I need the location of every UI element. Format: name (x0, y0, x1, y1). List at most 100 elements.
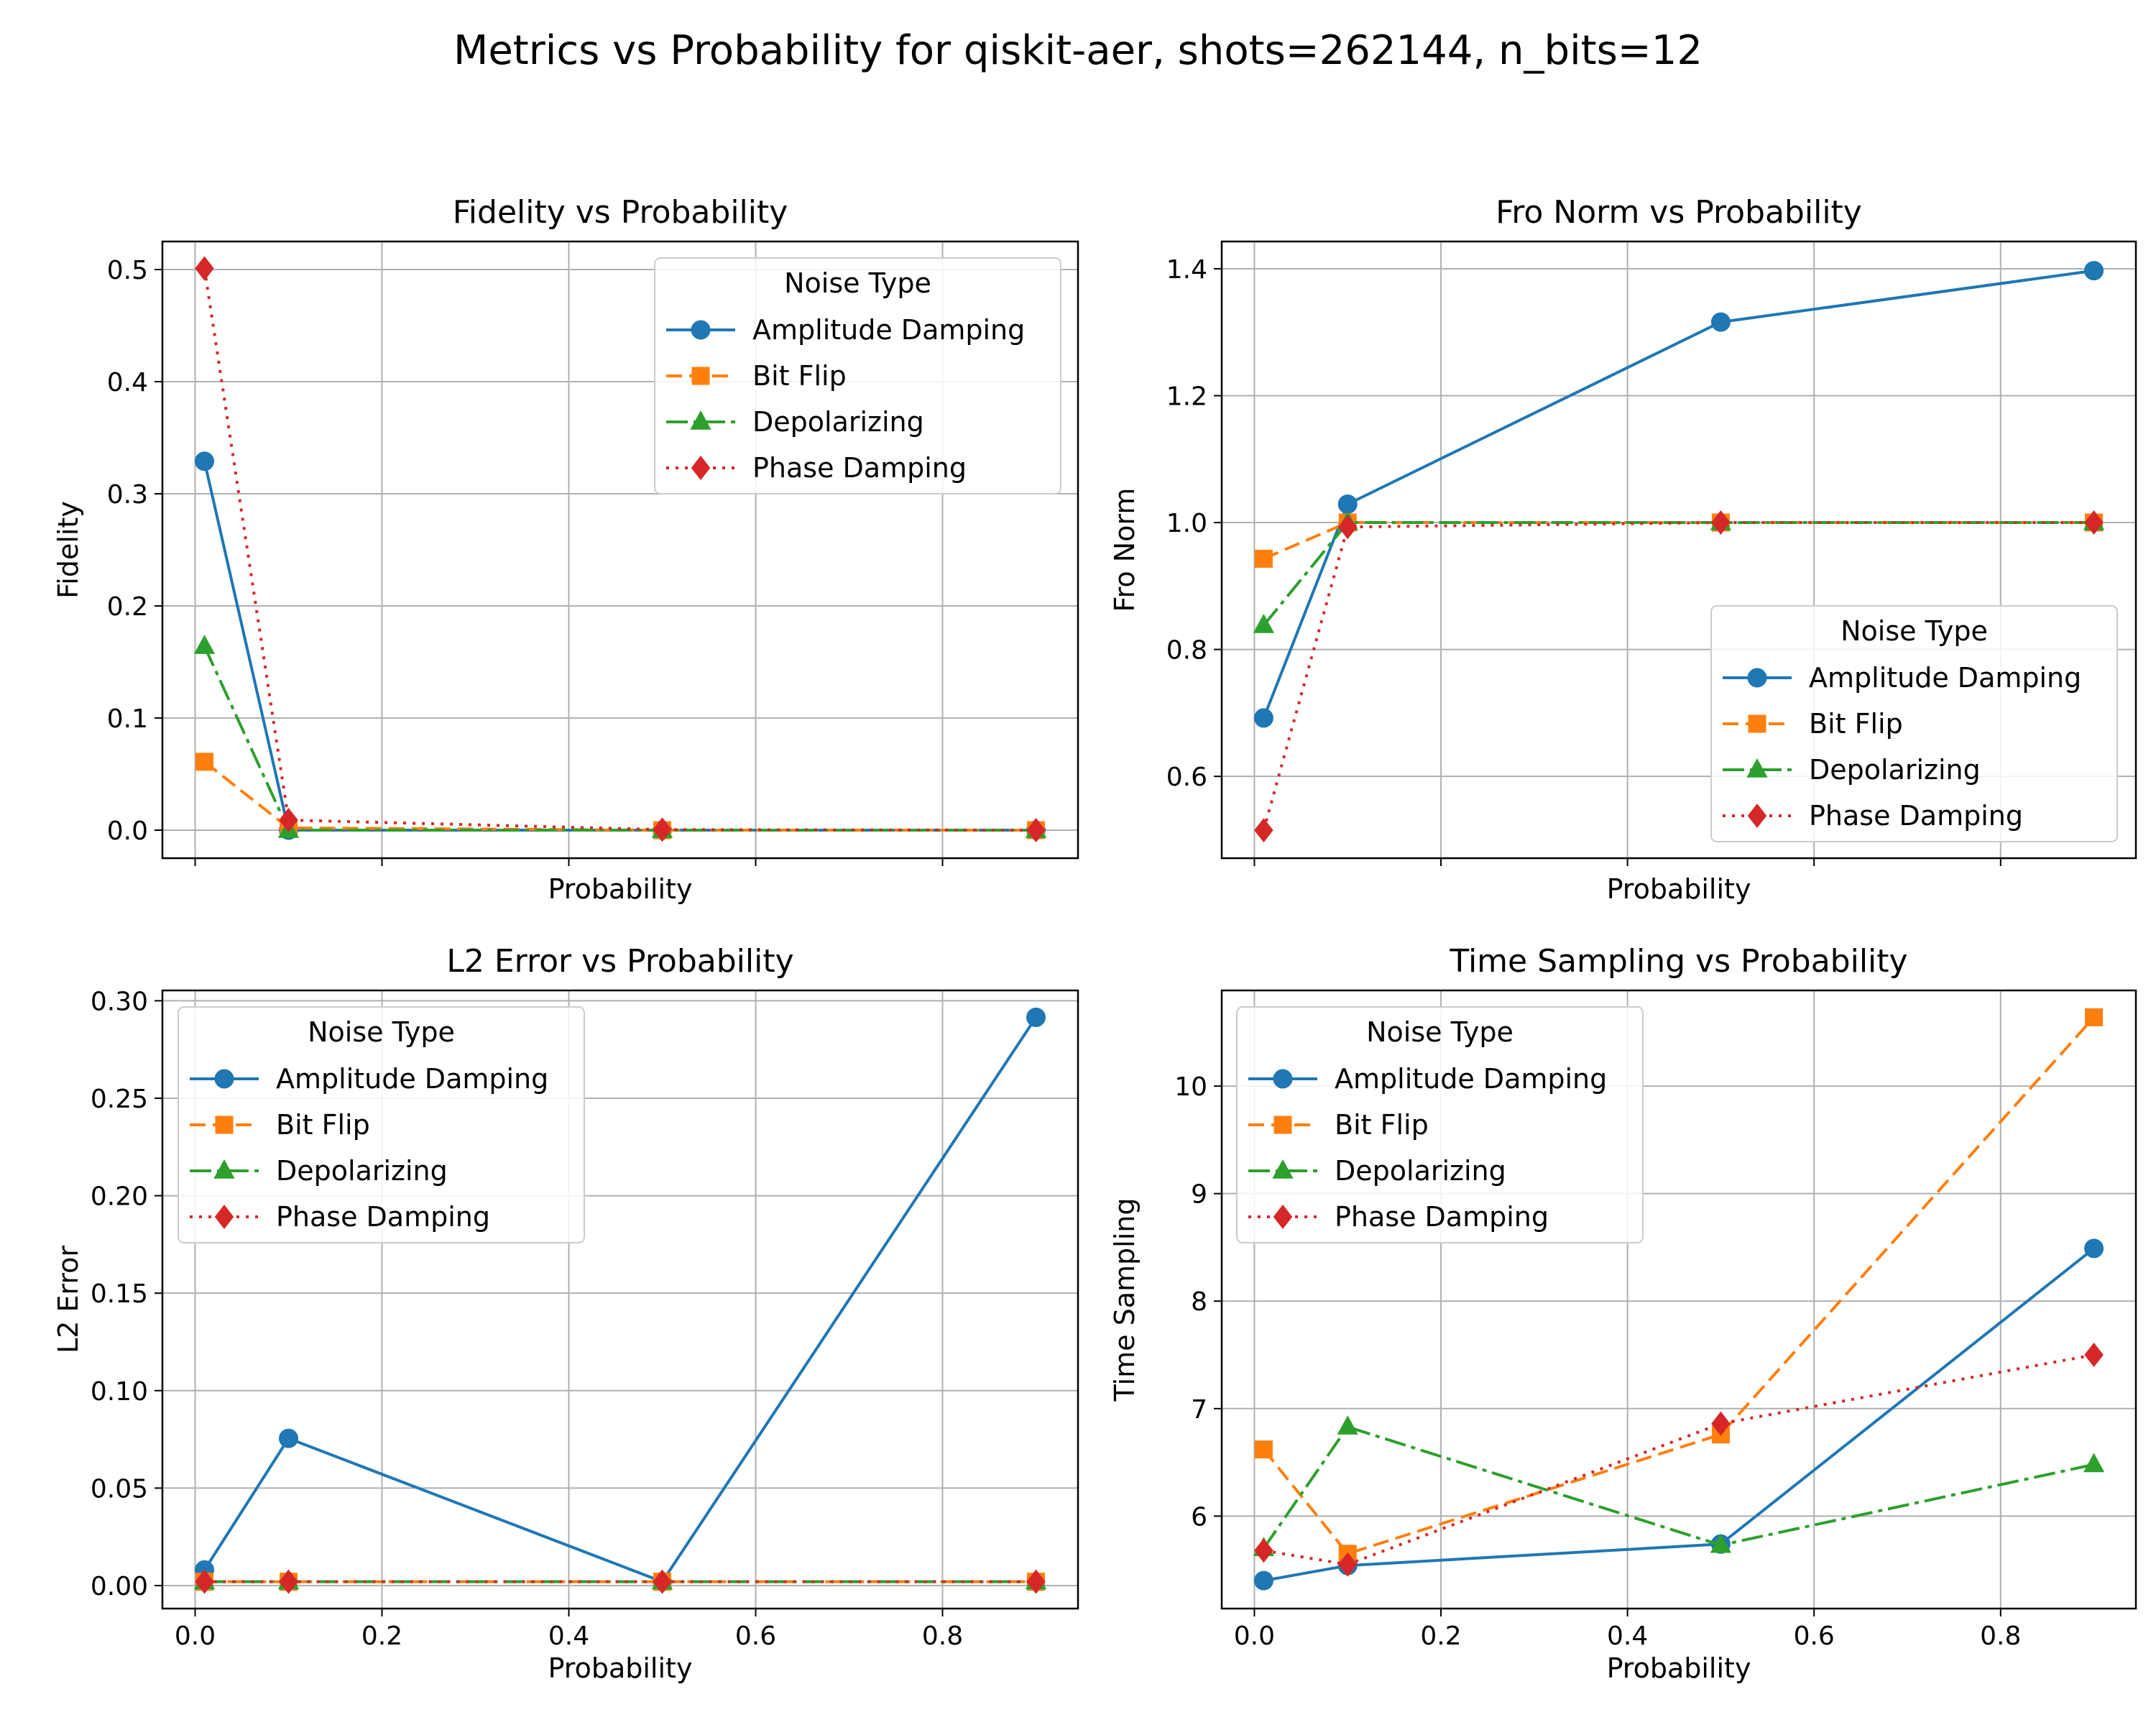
y-tick-label: 0.05 (91, 1474, 148, 1504)
x-tick-label: 0.8 (922, 1622, 963, 1651)
legend-marker (1273, 1204, 1293, 1230)
legend-label: Amplitude Damping (752, 314, 1025, 346)
data-point (653, 817, 672, 842)
legend-label: Amplitude Damping (276, 1063, 548, 1095)
y-tick-label: 9 (1191, 1180, 1207, 1210)
legend-title: Noise Type (308, 1016, 455, 1048)
data-point (1710, 312, 1731, 332)
data-point (1026, 1007, 1046, 1027)
x-axis-label: Probability (548, 1652, 693, 1684)
data-point (1254, 549, 1273, 568)
y-tick-label: 0.30 (91, 987, 148, 1016)
y-axis-label: Time Sampling (1109, 1198, 1141, 1402)
legend-frame (654, 257, 1061, 494)
data-point (1711, 510, 1731, 535)
y-tick-label: 0.20 (91, 1182, 148, 1212)
x-tick-label: 0.2 (1420, 1622, 1461, 1651)
y-tick-label: 0.10 (91, 1377, 148, 1407)
legend-marker (1747, 803, 1767, 829)
data-point (1337, 515, 1358, 540)
y-tick-label: 0.6 (1166, 763, 1207, 792)
series-line-phase-damping (1263, 1353, 2094, 1566)
legend-frame (178, 1006, 585, 1243)
data-point (653, 1569, 672, 1594)
data-point (1253, 614, 1275, 633)
legend-marker (215, 1116, 234, 1134)
data-point (279, 807, 298, 832)
legend-marker (1273, 1069, 1293, 1089)
legend-label: Bit Flip (276, 1109, 370, 1141)
subplot-1: 0.0 0.1 0.2 0.3 0.4 0.5 Fidelity vs Probabilit… (52, 194, 1079, 905)
axes-frame (1220, 240, 2137, 860)
x-axis-label: Probability (1607, 873, 1751, 905)
data-point (2084, 510, 2104, 535)
data-point (195, 451, 214, 472)
data-point (1337, 494, 1358, 514)
series-line-depolarizing (1262, 1425, 2095, 1550)
data-point (279, 1428, 298, 1448)
x-tick-label: 0.0 (175, 1622, 216, 1651)
legend: Noise Type Amplitude Damping Bit Flip Depol… (178, 1006, 585, 1243)
y-tick-label: 0.3 (107, 480, 148, 510)
data-point (1253, 708, 1273, 728)
data-point (2085, 1008, 2104, 1026)
legend-marker (691, 455, 711, 481)
axes-frame (161, 989, 1079, 1610)
y-tick-label: 0.4 (107, 368, 148, 397)
data-point (2084, 1343, 2104, 1368)
data-point (1026, 817, 1046, 843)
series-line-bit-flip (1263, 521, 2094, 561)
y-axis-label: L2 Error (52, 1246, 84, 1353)
legend-marker (214, 1069, 234, 1089)
legend-label: Bit Flip (1809, 708, 1903, 740)
subplot-title: Time Sampling vs Probability (1449, 943, 1907, 980)
y-axis-label: Fidelity (52, 501, 84, 599)
legend: Noise Type Amplitude Damping Bit Flip Depol… (1236, 1006, 1644, 1243)
data-point (193, 635, 216, 654)
y-tick-label: 0.8 (1166, 636, 1207, 666)
y-tick-label: 0.15 (91, 1279, 148, 1309)
series-line-amplitude-damping (1262, 269, 2094, 719)
y-tick-label: 0.2 (107, 592, 148, 622)
subplot-4: 0.0 0.2 0.4 0.6 0.8 6 7 8 9 10 Time Sampling vs Pr… (1109, 943, 2137, 1684)
series-line-amplitude-damping (203, 461, 1036, 832)
data-point (1711, 1411, 1731, 1436)
y-tick-label: 0.1 (107, 704, 148, 734)
legend-marker (1746, 758, 1768, 778)
y-tick-label: 0.25 (91, 1085, 148, 1114)
x-tick-label: 0.0 (1234, 1622, 1275, 1651)
subplot-2: 0.6 0.8 1.0 1.2 1.4 Fro Norm vs Probability Pr… (1109, 194, 2137, 905)
legend-title: Noise Type (784, 267, 931, 299)
x-tick-label: 0.6 (735, 1622, 776, 1651)
data-point (2084, 261, 2104, 281)
data-point (195, 753, 213, 771)
legend-title: Noise Type (1841, 615, 1988, 647)
x-tick-label: 0.6 (1794, 1622, 1835, 1651)
data-point (1026, 1569, 1046, 1594)
data-point (1337, 1552, 1358, 1577)
subplot-title: Fro Norm vs Probability (1496, 194, 1862, 231)
series-line-amplitude-damping (1263, 1247, 2095, 1583)
axes-frame (1220, 989, 2137, 1610)
legend-label: Amplitude Damping (1335, 1063, 1607, 1095)
legend-marker (691, 367, 710, 385)
legend-label: Bit Flip (752, 360, 847, 392)
subplot-3: 0.0 0.2 0.4 0.6 0.8 0.00 0.05 0.10 0.15 0.20 0.25 0… (52, 943, 1079, 1684)
legend-label: Phase Damping (752, 452, 967, 484)
y-tick-label: 0.5 (107, 256, 148, 285)
x-tick-label: 0.4 (1607, 1622, 1648, 1651)
data-point (2084, 1238, 2104, 1259)
legend-title: Noise Type (1366, 1016, 1514, 1048)
data-point (195, 1569, 214, 1594)
data-point (1254, 818, 1273, 843)
y-axis-label: Fro Norm (1109, 488, 1141, 612)
x-axis-label: Probability (548, 873, 693, 905)
figure-title: Metrics vs Probability for qiskit-aer, s… (453, 27, 1703, 74)
legend-frame (1236, 1006, 1644, 1243)
data-point (279, 1569, 298, 1594)
legend-frame (1710, 605, 2118, 842)
legend-marker (214, 1204, 234, 1230)
y-tick-label: 7 (1191, 1395, 1207, 1425)
axes-frame (161, 240, 1079, 860)
